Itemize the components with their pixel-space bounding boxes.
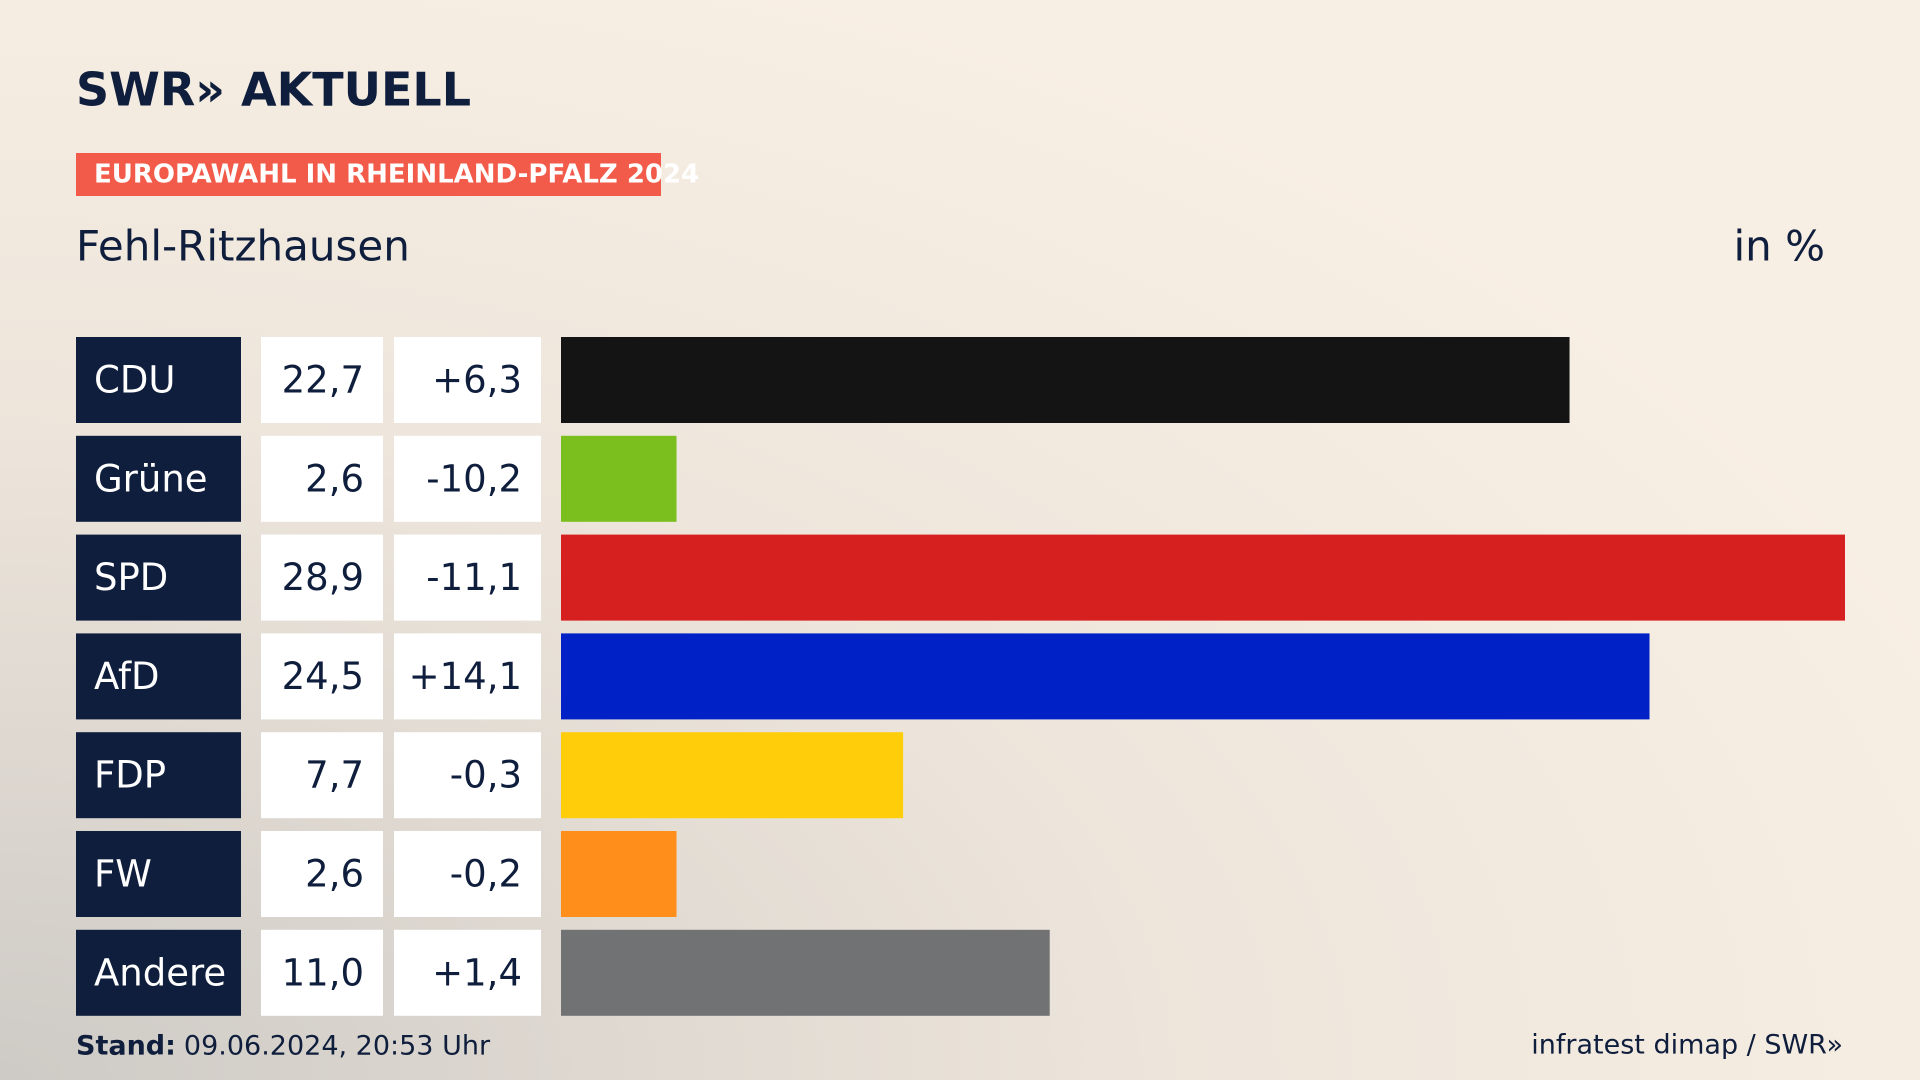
change-label: -0,2 bbox=[450, 853, 522, 896]
value-box bbox=[261, 534, 383, 621]
party-label: Andere bbox=[94, 951, 226, 994]
change-label: -10,2 bbox=[426, 457, 522, 500]
change-box bbox=[394, 929, 541, 1016]
party-box bbox=[76, 831, 241, 917]
party-label: SPD bbox=[94, 556, 168, 599]
change-box bbox=[394, 337, 541, 423]
party-label: AfD bbox=[94, 655, 160, 698]
value-box bbox=[261, 337, 383, 423]
change-label: -11,1 bbox=[426, 556, 522, 599]
bar bbox=[561, 831, 677, 917]
value-box bbox=[261, 435, 383, 522]
party-box bbox=[76, 534, 241, 621]
change-label: +1,4 bbox=[432, 951, 522, 994]
value-box bbox=[261, 732, 383, 819]
bar bbox=[561, 435, 677, 522]
party-box bbox=[76, 633, 241, 720]
value-label: 2,6 bbox=[305, 853, 364, 896]
bar bbox=[561, 732, 904, 819]
change-box bbox=[394, 534, 541, 621]
party-label: CDU bbox=[94, 359, 175, 402]
chart-title: Fehl-Ritzhausen bbox=[76, 222, 410, 271]
value-box bbox=[261, 929, 383, 1016]
value-label: 7,7 bbox=[305, 754, 364, 797]
badge-box bbox=[76, 153, 661, 196]
value-label: 24,5 bbox=[282, 655, 364, 698]
logo: SWR» AKTUELL bbox=[76, 63, 471, 117]
change-label: +6,3 bbox=[432, 359, 522, 402]
value-label: 28,9 bbox=[282, 556, 364, 599]
value-box bbox=[261, 831, 383, 917]
value-label: 2,6 bbox=[305, 457, 364, 500]
change-box bbox=[394, 831, 541, 917]
party-label: FW bbox=[94, 853, 152, 896]
change-box bbox=[394, 435, 541, 522]
footer-label: Stand: bbox=[76, 1031, 176, 1062]
footer-date: 09.06.2024, 20:53 Uhr bbox=[184, 1031, 491, 1062]
value-label: 22,7 bbox=[282, 359, 364, 402]
bar bbox=[561, 534, 1845, 621]
party-box bbox=[76, 732, 241, 819]
bar bbox=[561, 929, 1050, 1016]
party-box bbox=[76, 435, 241, 522]
source: infratest dimap / SWR» bbox=[1531, 1030, 1843, 1061]
change-label: +14,1 bbox=[409, 655, 522, 698]
change-box bbox=[394, 732, 541, 819]
bar bbox=[561, 633, 1650, 720]
party-box bbox=[76, 337, 241, 423]
badge: EUROPAWAHL IN RHEINLAND-PFALZ 2024 bbox=[94, 160, 699, 190]
party-label: Grüne bbox=[94, 457, 208, 500]
value-box bbox=[261, 633, 383, 720]
change-box bbox=[394, 633, 541, 720]
party-label: FDP bbox=[94, 754, 166, 797]
change-label: -0,3 bbox=[450, 754, 522, 797]
value-label: 11,0 bbox=[282, 951, 364, 994]
party-box bbox=[76, 929, 241, 1016]
bar bbox=[561, 337, 1570, 423]
unit: in % bbox=[1733, 222, 1825, 271]
